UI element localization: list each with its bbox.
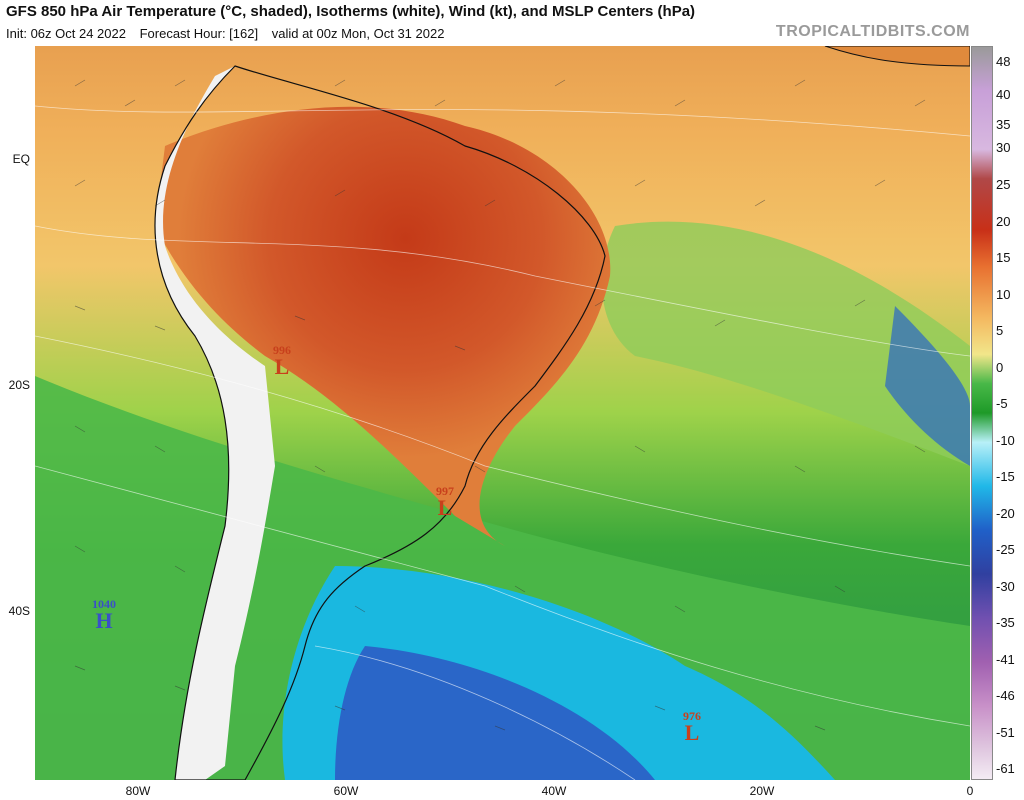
high-pressure-icon: H [95,608,113,633]
hot-air-mass [155,106,611,547]
low-pressure-icon: L [274,354,290,379]
colorbar-label: -46 [996,688,1015,703]
lat-label-20s: 20S [8,378,30,392]
colorbar-label: -5 [996,396,1008,411]
continent-outline [154,65,606,780]
colorbar-label: -30 [996,579,1015,594]
valid-time: valid at 00z Mon, Oct 31 2022 [271,26,445,41]
colorbar-label: 25 [996,177,1011,192]
colorbar-gradient [972,47,992,779]
colorbar-label: -20 [996,506,1015,521]
low-pressure-icon: L [684,720,700,745]
pressure-value: 997 [436,484,454,498]
low-pressure-icon: L [437,495,453,520]
colorbar-label: -10 [996,433,1015,448]
isotherms [35,105,970,780]
brand-watermark: TROPICALTIDBITS.COM [775,23,970,40]
lon-label-0: 0 [966,784,974,798]
wind-barbs [74,79,926,731]
lat-label-eq: EQ [12,152,30,166]
colorbar-label: 20 [996,214,1011,229]
lon-label-40w: 40W [541,784,567,798]
lon-label-80w: 80W [125,784,151,798]
colorbar-label: -15 [996,469,1015,484]
map-title: GFS 850 hPa Air Temperature (°C, shaded)… [6,3,696,20]
africa-outline [824,46,970,67]
colorbar-label: 40 [996,87,1011,102]
colorbar-label: 5 [996,323,1004,338]
colorbar-label: -25 [996,542,1015,557]
pressure-value: 976 [683,709,701,723]
colorbar-label: 30 [996,140,1011,155]
colorbar-label: -61 [996,761,1015,776]
low-pressure-center-coast: 997 L [425,485,465,519]
low-pressure-center-andes: 996 L [262,344,302,378]
init-time: Init: 06z Oct 24 2022 [6,26,126,41]
mid-atlantic-band [601,221,970,466]
map-canvas [35,46,970,780]
coldest-core [335,646,655,780]
colorbar-label: -41 [996,652,1015,667]
high-pressure-center: 1040 H [84,598,124,632]
temperature-colorbar [971,46,993,780]
colorbar-label: 0 [996,360,1004,375]
temperature-map [35,46,970,780]
colorbar-label: 35 [996,117,1011,132]
lat-label-40s: 40S [8,604,30,618]
lon-label-60w: 60W [333,784,359,798]
colorbar-label: 48 [996,54,1011,69]
atlantic-cold-patch [885,306,970,466]
colorbar-label: -51 [996,725,1015,740]
lon-label-20w: 20W [749,784,775,798]
low-pressure-center-south: 976 L [672,710,712,744]
pressure-value: 1040 [92,597,116,611]
pressure-value: 996 [273,343,291,357]
map-subtitle: Init: 06z Oct 24 2022 Forecast Hour: [16… [6,26,454,41]
andes-terrain [155,66,275,780]
colorbar-label: 10 [996,287,1011,302]
colorbar-label: 15 [996,250,1011,265]
colorbar-label: -35 [996,615,1015,630]
forecast-hour: Forecast Hour: [162] [139,26,259,41]
